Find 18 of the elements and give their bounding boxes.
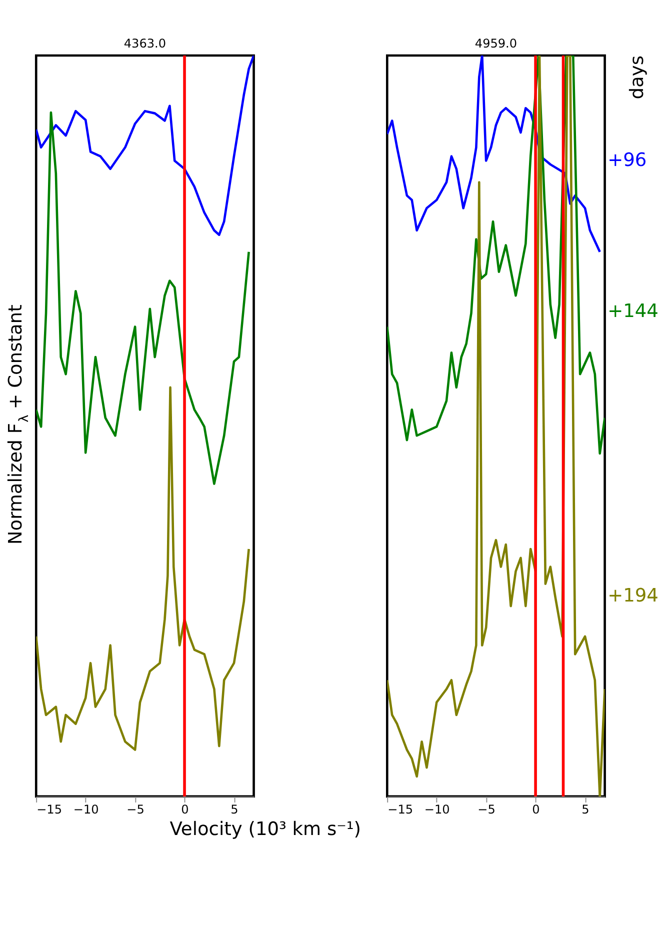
series-label: +194 [608,585,658,606]
x-tick-label: 0 [181,802,189,817]
y-axis-title: Normalized Fλ + Constant [5,304,32,545]
x-axis-title: Velocity (10³ km s⁻¹) [170,818,362,840]
x-tick-label: −10 [73,802,99,817]
x-tick-label: 0 [532,802,540,817]
x-tick-label: −15 [388,802,413,817]
x-tick-label: 5 [582,802,590,817]
x-tick-label: −5 [478,802,496,817]
chart-title: 4959.0 [474,36,518,51]
x-tick-label: 5 [230,802,238,817]
x-tick-label: −5 [126,802,144,817]
text: +96 [608,150,647,171]
chart-title: 4363.0 [124,36,166,51]
x-tick-label: −15 [36,802,62,817]
legend-title: days [626,56,648,100]
x-tick-label: −10 [424,802,450,817]
series-label: +144 [608,300,658,322]
